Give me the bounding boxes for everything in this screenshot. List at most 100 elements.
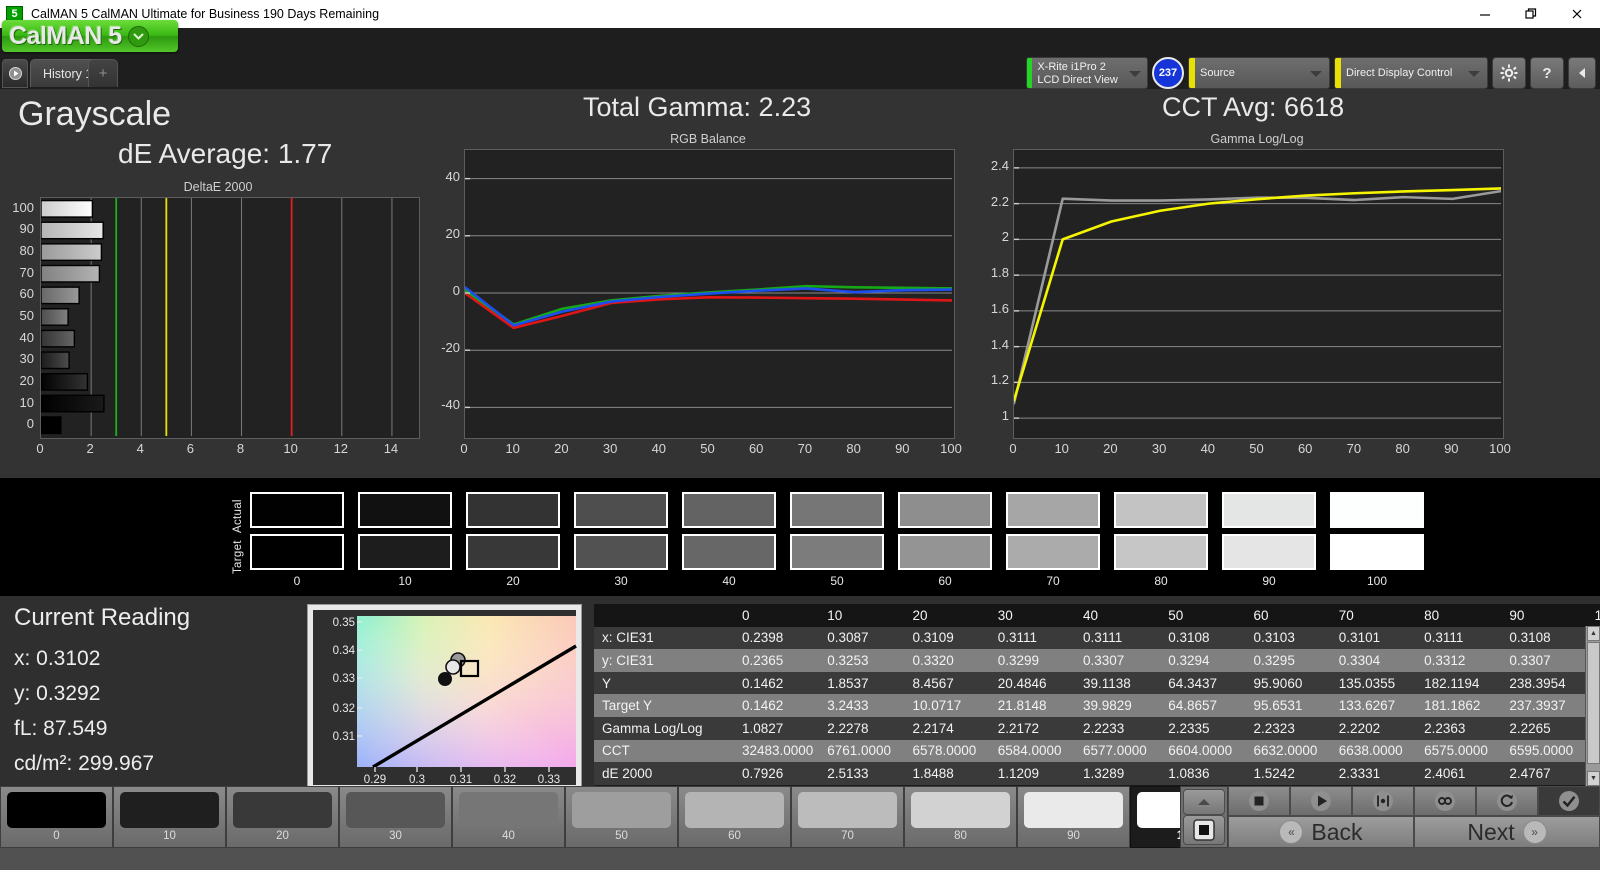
table-cell: 0.3111 [1416, 626, 1502, 650]
table-column-header: 40 [1075, 604, 1161, 627]
table-cell: 2.2265 [1501, 716, 1587, 740]
play-icon[interactable] [1290, 786, 1352, 816]
table-row[interactable]: y: CIE31 0.2365 0.3253 0.3320 0.3299 0.3307 0.… [594, 649, 1600, 672]
table-cell: 1.5242 [1245, 762, 1331, 785]
patch-swatch [459, 792, 558, 828]
scroll-up-icon[interactable]: ▲ [1587, 626, 1600, 641]
display-control-selector[interactable]: Direct Display Control [1334, 57, 1488, 89]
target-patch [1114, 534, 1208, 570]
table-row-label: dE 2000 [594, 762, 734, 785]
next-button[interactable]: Next » [1414, 816, 1600, 848]
table-vertical-scrollbar[interactable]: ▲ ▼ [1585, 626, 1600, 786]
chevron-down-icon[interactable] [1124, 58, 1147, 88]
meter-icon[interactable] [1352, 786, 1414, 816]
svg-text:0.3: 0.3 [409, 774, 425, 786]
maximize-button[interactable] [1508, 0, 1554, 28]
table-cell: 182.1194 [1416, 671, 1502, 695]
charts-region: Grayscale dE Average: 1.77 Total Gamma: … [0, 89, 1600, 478]
stimulus-patch-20[interactable]: 20 [226, 786, 339, 848]
chevron-down-icon[interactable] [1461, 58, 1487, 88]
deltae-y-tick: 90 [19, 221, 34, 237]
chevron-down-icon[interactable] [1303, 58, 1329, 88]
gamma-y-tick: 2.4 [990, 157, 1009, 173]
stimulus-patch-30[interactable]: 30 [339, 786, 452, 848]
session-play-button[interactable] [2, 59, 28, 88]
pattern-mode-column [1180, 786, 1228, 848]
question-icon[interactable]: ? [1530, 57, 1564, 89]
meter-selector[interactable]: X-Rite i1Pro 2 LCD Direct View [1026, 57, 1148, 89]
close-button[interactable] [1554, 0, 1600, 28]
gear-icon[interactable] [1492, 57, 1526, 89]
current-reading-title: Current Reading [14, 604, 191, 631]
stimulus-patch-80[interactable]: 80 [904, 786, 1017, 848]
pattern-window-icon[interactable] [1183, 815, 1225, 845]
scroll-down-icon[interactable]: ▼ [1587, 771, 1600, 786]
back-button[interactable]: « Back [1228, 816, 1414, 848]
svg-text:0.33: 0.33 [538, 774, 560, 786]
deltae-y-tick: 60 [19, 286, 34, 302]
table-cell: 64.3437 [1160, 671, 1246, 695]
stimulus-patch-0[interactable]: 0 [0, 786, 113, 848]
svg-text:0.33: 0.33 [333, 673, 355, 685]
page-title: Grayscale [18, 95, 172, 133]
table-cell: 64.8657 [1160, 694, 1246, 717]
stimulus-patch-70[interactable]: 70 [791, 786, 904, 848]
source-selector[interactable]: Source [1188, 57, 1330, 89]
actual-patch [1330, 492, 1424, 528]
table-cell: 10.0717 [904, 694, 990, 717]
infinity-icon[interactable] [1414, 786, 1476, 816]
gamma-x-tick: 30 [1151, 441, 1167, 456]
cie-chromaticity-chart[interactable]: 0.35 0.34 0.33 0.32 0.31 0.29 0.3 0.31 0… [307, 604, 582, 791]
patch-band-tick: 90 [1262, 574, 1276, 588]
svg-text:0.35: 0.35 [333, 617, 355, 629]
current-reading-cdm2: cd/m²: 299.967 [14, 752, 155, 775]
stimulus-patch-90[interactable]: 90 [1017, 786, 1130, 848]
chevron-left-icon[interactable] [1568, 57, 1596, 89]
table-row[interactable]: x: CIE31 0.2398 0.3087 0.3109 0.3111 0.3111 0.… [594, 626, 1600, 650]
pattern-up-icon[interactable] [1183, 789, 1225, 816]
table-cell: 6761.0000 [819, 739, 905, 763]
gamma-x-tick: 90 [1444, 441, 1459, 456]
footer-nav-controls: « Back Next » [1180, 786, 1600, 848]
stimulus-patch-60[interactable]: 60 [678, 786, 791, 848]
calman-brand-button[interactable]: CalMAN 5 [2, 20, 178, 52]
table-cell: 6604.0000 [1160, 739, 1246, 763]
deltae-x-tick: 4 [136, 441, 144, 456]
stimulus-patch-50[interactable]: 50 [565, 786, 678, 848]
stimulus-patch-40[interactable]: 40 [452, 786, 565, 848]
chevron-down-icon[interactable] [127, 25, 149, 47]
table-row[interactable]: Gamma Log/Log 1.0827 2.2278 2.2174 2.2172 2.2… [594, 716, 1600, 740]
table-cell: 1.0836 [1160, 762, 1246, 785]
stimulus-patch-10[interactable]: 10 [113, 786, 226, 848]
table-row[interactable]: dE 2000 0.7926 2.5133 1.8488 1.1209 1.3289 1.0… [594, 762, 1600, 785]
table-row[interactable]: Y 0.1462 1.8537 8.4567 20.4846 39.1138 64.3437… [594, 671, 1600, 695]
table-row-label: CCT [594, 739, 734, 763]
gamma-x-tick: 40 [1200, 441, 1216, 456]
table-cell: 0.3299 [989, 649, 1075, 672]
table-row[interactable]: Target Y 0.1462 3.2433 10.0717 21.8148 39.982… [594, 694, 1600, 717]
patch-label: 10 [163, 830, 176, 842]
table-row[interactable]: CCT 32483.0000 6761.0000 6578.0000 6584.0000… [594, 739, 1600, 763]
refresh-icon[interactable] [1476, 786, 1538, 816]
table-scroll-thumb[interactable] [1587, 642, 1600, 764]
table-cell: 2.4061 [1416, 762, 1502, 785]
patch-swatch [572, 792, 671, 828]
stop-icon[interactable] [1228, 786, 1290, 816]
minimize-button[interactable] [1462, 0, 1508, 28]
target-patch [898, 534, 992, 570]
table-cell: 0.3312 [1416, 649, 1502, 672]
table-cell: 0.3103 [1245, 626, 1331, 650]
rgb-x-tick: 80 [846, 441, 861, 456]
deltae-y-tick: 70 [19, 264, 34, 280]
patch-band-tick: 10 [398, 574, 412, 588]
check-icon[interactable] [1538, 786, 1600, 816]
table-cell: 95.6531 [1245, 694, 1331, 717]
table-cell: 0.3108 [1501, 626, 1587, 650]
add-tab-button[interactable]: + [88, 59, 118, 87]
patch-band-tick: 30 [614, 574, 628, 588]
total-gamma-readout: Total Gamma: 2.23 [583, 92, 812, 122]
rgb-x-tick: 40 [651, 441, 667, 456]
patch-comparison-band: Actual Target 0 10 20 30 40 50 60 70 80 90 100 [0, 478, 1600, 596]
target-patch [1222, 534, 1316, 570]
